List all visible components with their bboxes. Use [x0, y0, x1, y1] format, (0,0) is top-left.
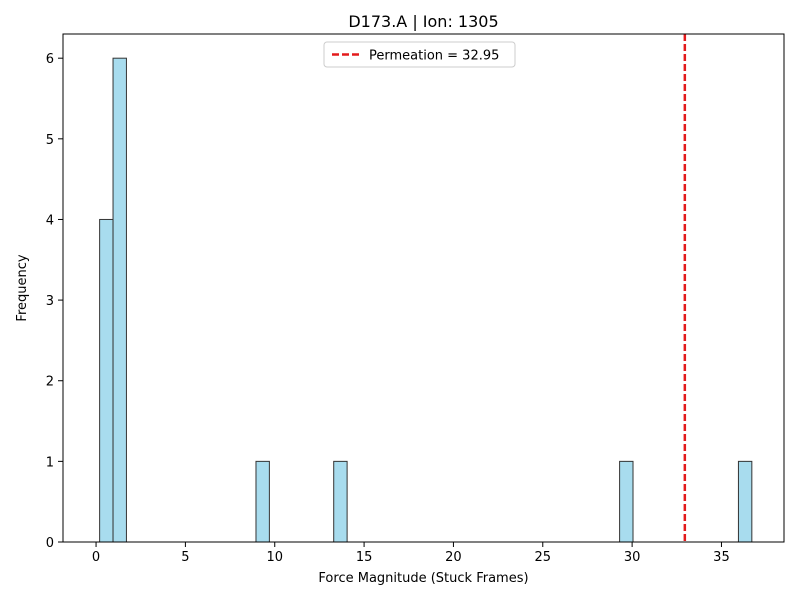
- x-tick-label: 25: [534, 550, 551, 565]
- chart-title: D173.A | Ion: 1305: [348, 12, 498, 31]
- x-tick-label: 20: [445, 550, 462, 565]
- y-tick-label: 6: [46, 52, 54, 67]
- legend-box: [323, 41, 516, 68]
- y-tick-label: 3: [46, 294, 54, 309]
- histogram-bar-0: [99, 218, 114, 543]
- x-tick-label: 10: [266, 550, 283, 565]
- x-tick-label: 30: [624, 550, 641, 565]
- histogram-bar-3: [333, 460, 348, 543]
- y-ticks: 0 1 2 3 4 5 6: [46, 52, 63, 551]
- x-tick-label: 35: [713, 550, 730, 565]
- x-ticks: 0 5 10 15 20 25 30 35: [92, 542, 730, 565]
- histogram-bar-4: [619, 460, 634, 543]
- legend: Permeation = 32.95: [323, 41, 516, 68]
- x-tick-label: 15: [356, 550, 373, 565]
- y-tick-label: 1: [46, 455, 54, 470]
- y-axis-label: Frequency: [15, 254, 30, 321]
- x-tick-label: 5: [181, 550, 189, 565]
- bars-group: [99, 57, 753, 543]
- y-tick-label: 4: [46, 213, 54, 228]
- histogram-bar-5: [737, 460, 753, 543]
- x-axis-label: Force Magnitude (Stuck Frames): [318, 571, 528, 586]
- y-tick-label: 5: [46, 133, 54, 148]
- y-tick-label: 0: [46, 536, 54, 551]
- x-tick-label: 0: [92, 550, 100, 565]
- histogram-bar-1: [112, 57, 127, 543]
- histogram-bar-2: [255, 460, 270, 543]
- legend-entry-permeation: Permeation = 32.95: [369, 49, 499, 64]
- y-tick-label: 2: [46, 375, 54, 390]
- plot-frame: [62, 33, 785, 543]
